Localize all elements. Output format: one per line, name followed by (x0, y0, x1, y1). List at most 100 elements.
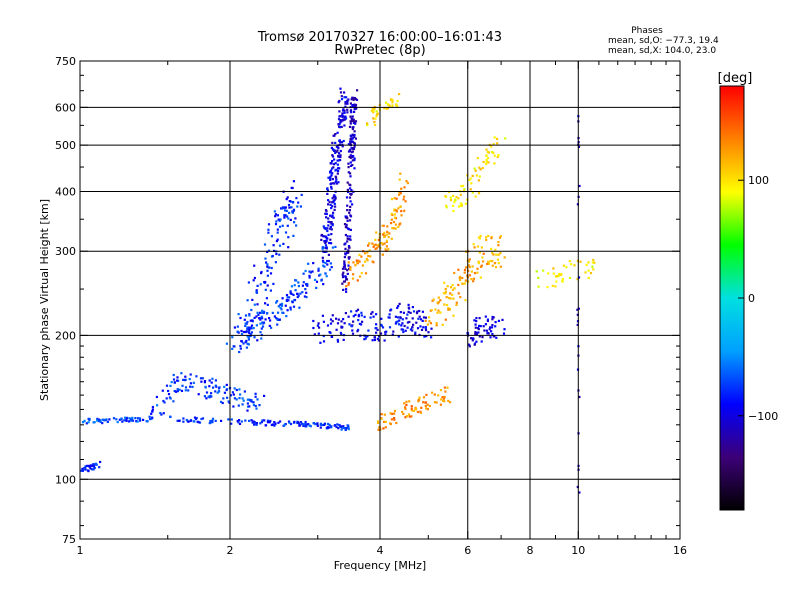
data-point (464, 202, 467, 205)
data-point (244, 419, 247, 422)
data-point (451, 288, 455, 291)
data-point (503, 328, 506, 331)
data-point (393, 418, 396, 421)
data-point (380, 323, 383, 326)
data-point (475, 317, 478, 320)
data-point (398, 223, 401, 226)
data-point (487, 234, 490, 238)
data-point (335, 182, 339, 185)
data-point (210, 395, 213, 398)
data-point (325, 210, 328, 213)
data-point (472, 243, 475, 246)
data-point (376, 337, 379, 340)
data-point (452, 314, 455, 317)
data-point (360, 323, 363, 326)
data-point (298, 306, 301, 309)
data-point (281, 311, 284, 314)
data-point (351, 159, 354, 162)
data-point (187, 389, 190, 392)
data-point (365, 335, 368, 338)
data-point (253, 264, 256, 267)
trace-low-trace-1 (80, 460, 102, 473)
data-point (151, 405, 154, 409)
data-point (351, 277, 355, 280)
data-point (374, 247, 377, 250)
data-point (301, 291, 304, 294)
data-point (402, 330, 405, 334)
data-point (267, 249, 271, 252)
data-point (345, 288, 348, 291)
data-point (286, 224, 289, 227)
data-point (373, 108, 376, 111)
data-point (450, 286, 453, 289)
data-point (452, 204, 455, 207)
data-point (400, 210, 403, 213)
colorbar-label: [deg] (718, 71, 753, 86)
data-point (241, 397, 244, 400)
data-point (290, 200, 293, 203)
data-point (351, 147, 354, 150)
data-point (320, 278, 323, 281)
data-point (464, 299, 467, 302)
data-point (125, 419, 128, 422)
data-point (267, 228, 270, 231)
data-point (210, 392, 213, 395)
data-point (497, 253, 500, 256)
data-point (398, 193, 401, 196)
data-point (150, 412, 153, 415)
data-point (225, 388, 228, 392)
data-point (458, 276, 461, 280)
data-point (347, 281, 350, 285)
data-point (330, 242, 333, 245)
data-point (334, 245, 337, 248)
data-point (370, 312, 373, 315)
data-point (248, 326, 251, 329)
data-point (336, 423, 339, 426)
data-point (239, 393, 242, 396)
data-point (162, 412, 165, 415)
data-point (478, 237, 481, 240)
data-point (329, 214, 332, 217)
data-point (416, 310, 419, 313)
data-point (332, 148, 335, 151)
data-point (220, 419, 223, 422)
data-point (393, 216, 396, 219)
data-point (245, 339, 248, 343)
data-point (346, 188, 349, 191)
data-point (250, 308, 253, 312)
data-point (424, 316, 427, 319)
data-point (276, 228, 279, 231)
data-point (121, 420, 124, 423)
data-point (386, 103, 389, 106)
data-point (275, 301, 278, 304)
data-point (374, 238, 377, 241)
data-point (463, 188, 466, 191)
data-point (268, 317, 271, 320)
data-point (256, 303, 259, 306)
data-point (439, 299, 442, 302)
data-point (275, 252, 278, 256)
data-point (444, 292, 447, 295)
trace-base-130 (169, 415, 350, 431)
data-point (431, 299, 434, 302)
data-point (331, 320, 334, 323)
data-point (348, 323, 351, 326)
x-tick-label: 6 (464, 544, 471, 557)
data-point (375, 247, 378, 250)
data-point (360, 255, 363, 258)
trace-yellow-top (366, 93, 401, 127)
data-point (464, 279, 468, 282)
data-point (353, 120, 356, 123)
data-point (265, 261, 268, 264)
data-point (385, 107, 388, 110)
data-point (565, 266, 568, 269)
data-point (318, 326, 321, 329)
data-point (412, 409, 415, 413)
data-point (250, 324, 254, 327)
data-point (297, 281, 300, 284)
data-point (442, 292, 445, 295)
data-point (176, 389, 179, 393)
data-point (211, 417, 215, 420)
colorbar-tick-label: 100 (748, 174, 769, 187)
data-point (252, 327, 255, 330)
